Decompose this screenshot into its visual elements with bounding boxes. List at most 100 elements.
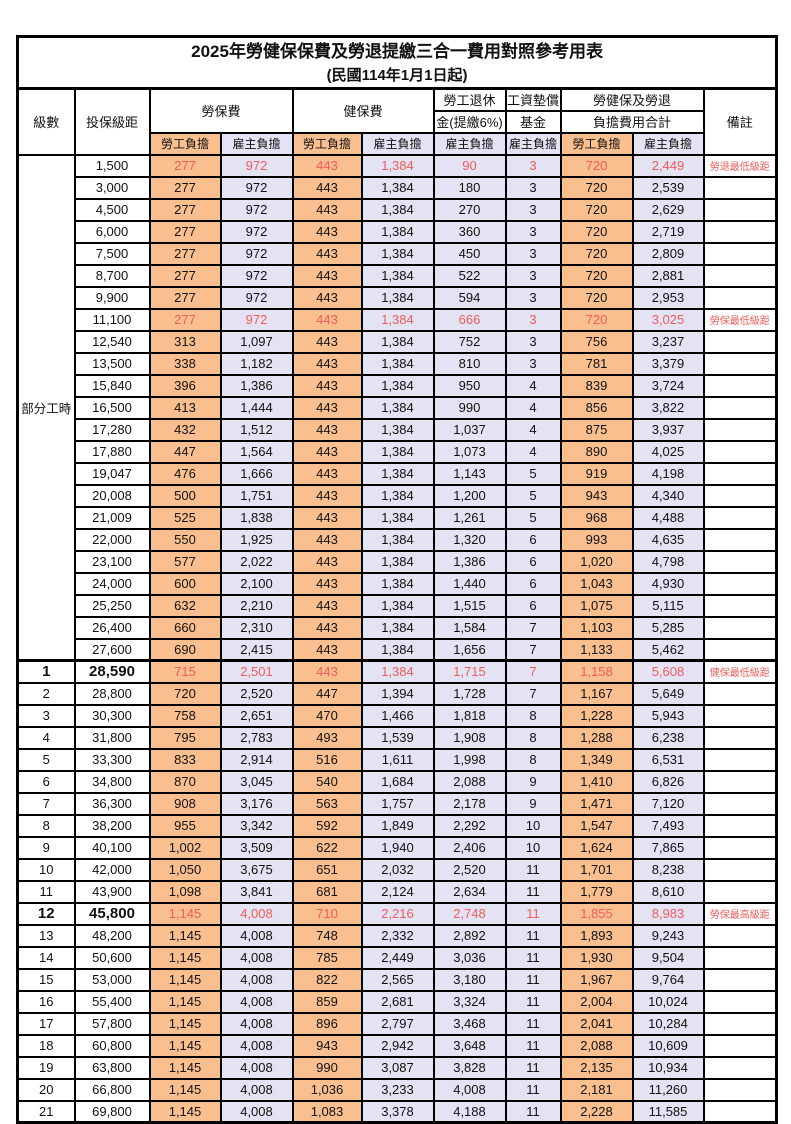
table-row: 11,100 277 972 443 1,384 666 3 720 3,025 勞保最低級距 <box>18 307 778 332</box>
col-header-remark: 備註 <box>702 87 778 156</box>
value-cell: 1,145 <box>148 1055 222 1080</box>
value-cell: 720 <box>559 153 634 178</box>
value-cell: 856 <box>559 395 634 420</box>
value-cell: 720 <box>559 285 634 310</box>
value-cell: 8,610 <box>631 879 705 904</box>
col-header-bracket: 投保級距 <box>73 87 151 156</box>
bracket-cell: 66,800 <box>73 1077 151 1102</box>
value-cell: 715 <box>148 659 222 684</box>
value-cell: 277 <box>148 175 222 200</box>
value-cell: 443 <box>291 659 363 684</box>
table-row: 8,700 277 972 443 1,384 522 3 720 2,881 <box>18 263 778 288</box>
value-cell: 972 <box>219 175 294 200</box>
level-cell: 9 <box>16 835 76 860</box>
value-cell: 443 <box>291 549 363 574</box>
value-cell: 11 <box>504 967 562 992</box>
header-row-1: 級數 投保級距 勞保費 健保費 勞工退休 工資墊償 勞健保及勞退 備註 <box>16 87 778 156</box>
value-cell: 3 <box>504 263 562 288</box>
value-cell: 3 <box>504 285 562 310</box>
value-cell: 11 <box>504 923 562 948</box>
value-cell: 859 <box>291 989 363 1014</box>
value-cell: 896 <box>291 1011 363 1036</box>
value-cell: 720 <box>559 263 634 288</box>
bracket-cell: 3,000 <box>73 175 151 200</box>
value-cell: 3,025 <box>631 307 705 332</box>
value-cell: 9,243 <box>631 923 705 948</box>
value-cell: 1,728 <box>432 681 507 706</box>
value-cell: 1,838 <box>219 505 294 530</box>
value-cell: 592 <box>291 813 363 838</box>
table-row: 15,840 396 1,386 443 1,384 950 4 839 3,724 <box>18 373 778 398</box>
value-cell: 2,032 <box>360 857 435 882</box>
value-cell: 594 <box>432 285 507 310</box>
bracket-cell: 25,250 <box>73 593 151 618</box>
value-cell: 660 <box>148 615 222 640</box>
value-cell: 3,237 <box>631 329 705 354</box>
value-cell: 1,145 <box>148 989 222 1014</box>
value-cell: 5,115 <box>631 593 705 618</box>
table-row: 7,500 277 972 443 1,384 450 3 720 2,809 <box>18 241 778 266</box>
bracket-cell: 42,000 <box>73 857 151 882</box>
value-cell: 9,504 <box>631 945 705 970</box>
value-cell: 1,384 <box>360 307 435 332</box>
value-cell: 1,715 <box>432 659 507 684</box>
value-cell: 1,757 <box>360 791 435 816</box>
level-cell: 8 <box>16 813 76 838</box>
level-cell: 17 <box>16 1011 76 1036</box>
remark-cell <box>702 857 778 882</box>
value-cell: 1,444 <box>219 395 294 420</box>
value-cell: 1,384 <box>360 351 435 376</box>
value-cell: 90 <box>432 153 507 178</box>
table-row: 1 28,590 715 2,501 443 1,384 1,715 7 1,158 5,608 健… <box>16 659 778 684</box>
value-cell: 277 <box>148 307 222 332</box>
value-cell: 1,182 <box>219 351 294 376</box>
bracket-cell: 60,800 <box>73 1033 151 1058</box>
value-cell: 2,406 <box>432 835 507 860</box>
table-row: 17 57,800 1,145 4,008 896 2,797 3,468 11 2,041 10… <box>16 1011 778 1036</box>
value-cell: 720 <box>559 307 634 332</box>
value-cell: 3,233 <box>360 1077 435 1102</box>
value-cell: 4,488 <box>631 505 705 530</box>
bracket-cell: 50,600 <box>73 945 151 970</box>
remark-cell: 健保最低級距 <box>702 659 778 684</box>
value-cell: 1,656 <box>432 637 507 662</box>
value-cell: 1,261 <box>432 505 507 530</box>
value-cell: 525 <box>148 505 222 530</box>
value-cell: 1,158 <box>559 659 634 684</box>
value-cell: 2,634 <box>432 879 507 904</box>
level-cell: 14 <box>16 945 76 970</box>
subheader-health-employer: 雇主負擔 <box>360 131 435 156</box>
value-cell: 2,004 <box>559 989 634 1014</box>
level-cell: 18 <box>16 1033 76 1058</box>
bracket-cell: 28,800 <box>73 681 151 706</box>
value-cell: 875 <box>559 417 634 442</box>
col-header-pension-line1: 勞工退休 <box>432 87 507 112</box>
table-row: 2 28,800 720 2,520 447 1,394 1,728 7 1,167 5,649 <box>16 681 778 706</box>
remark-cell <box>702 967 778 992</box>
level-cell: 10 <box>16 857 76 882</box>
bracket-cell: 69,800 <box>73 1099 151 1124</box>
value-cell: 1,384 <box>360 439 435 464</box>
value-cell: 4 <box>504 417 562 442</box>
value-cell: 1,037 <box>432 417 507 442</box>
table-row: 12,540 313 1,097 443 1,384 752 3 756 3,237 <box>18 329 778 354</box>
remark-cell <box>702 835 778 860</box>
value-cell: 338 <box>148 351 222 376</box>
value-cell: 1,940 <box>360 835 435 860</box>
level-cell: 20 <box>16 1077 76 1102</box>
table-row: 14 50,600 1,145 4,008 785 2,449 3,036 11 1,930 9,… <box>16 945 778 970</box>
table-body: 部分工時 1,500 277 972 443 1,384 90 3 720 2,449 勞退最低級距… <box>16 153 778 1124</box>
table-row: 3 30,300 758 2,651 470 1,466 1,818 8 1,228 5,943 <box>16 703 778 728</box>
value-cell: 1,967 <box>559 967 634 992</box>
value-cell: 2,449 <box>360 945 435 970</box>
subheader-labor-employer: 雇主負擔 <box>219 131 294 156</box>
value-cell: 1,384 <box>360 615 435 640</box>
value-cell: 4,930 <box>631 571 705 596</box>
bracket-cell: 15,840 <box>73 373 151 398</box>
value-cell: 493 <box>291 725 363 750</box>
table-row: 17,880 447 1,564 443 1,384 1,073 4 890 4,025 <box>18 439 778 464</box>
remark-cell <box>702 879 778 904</box>
value-cell: 1,666 <box>219 461 294 486</box>
remark-cell <box>702 769 778 794</box>
remark-cell: 勞退最低級距 <box>702 153 778 178</box>
